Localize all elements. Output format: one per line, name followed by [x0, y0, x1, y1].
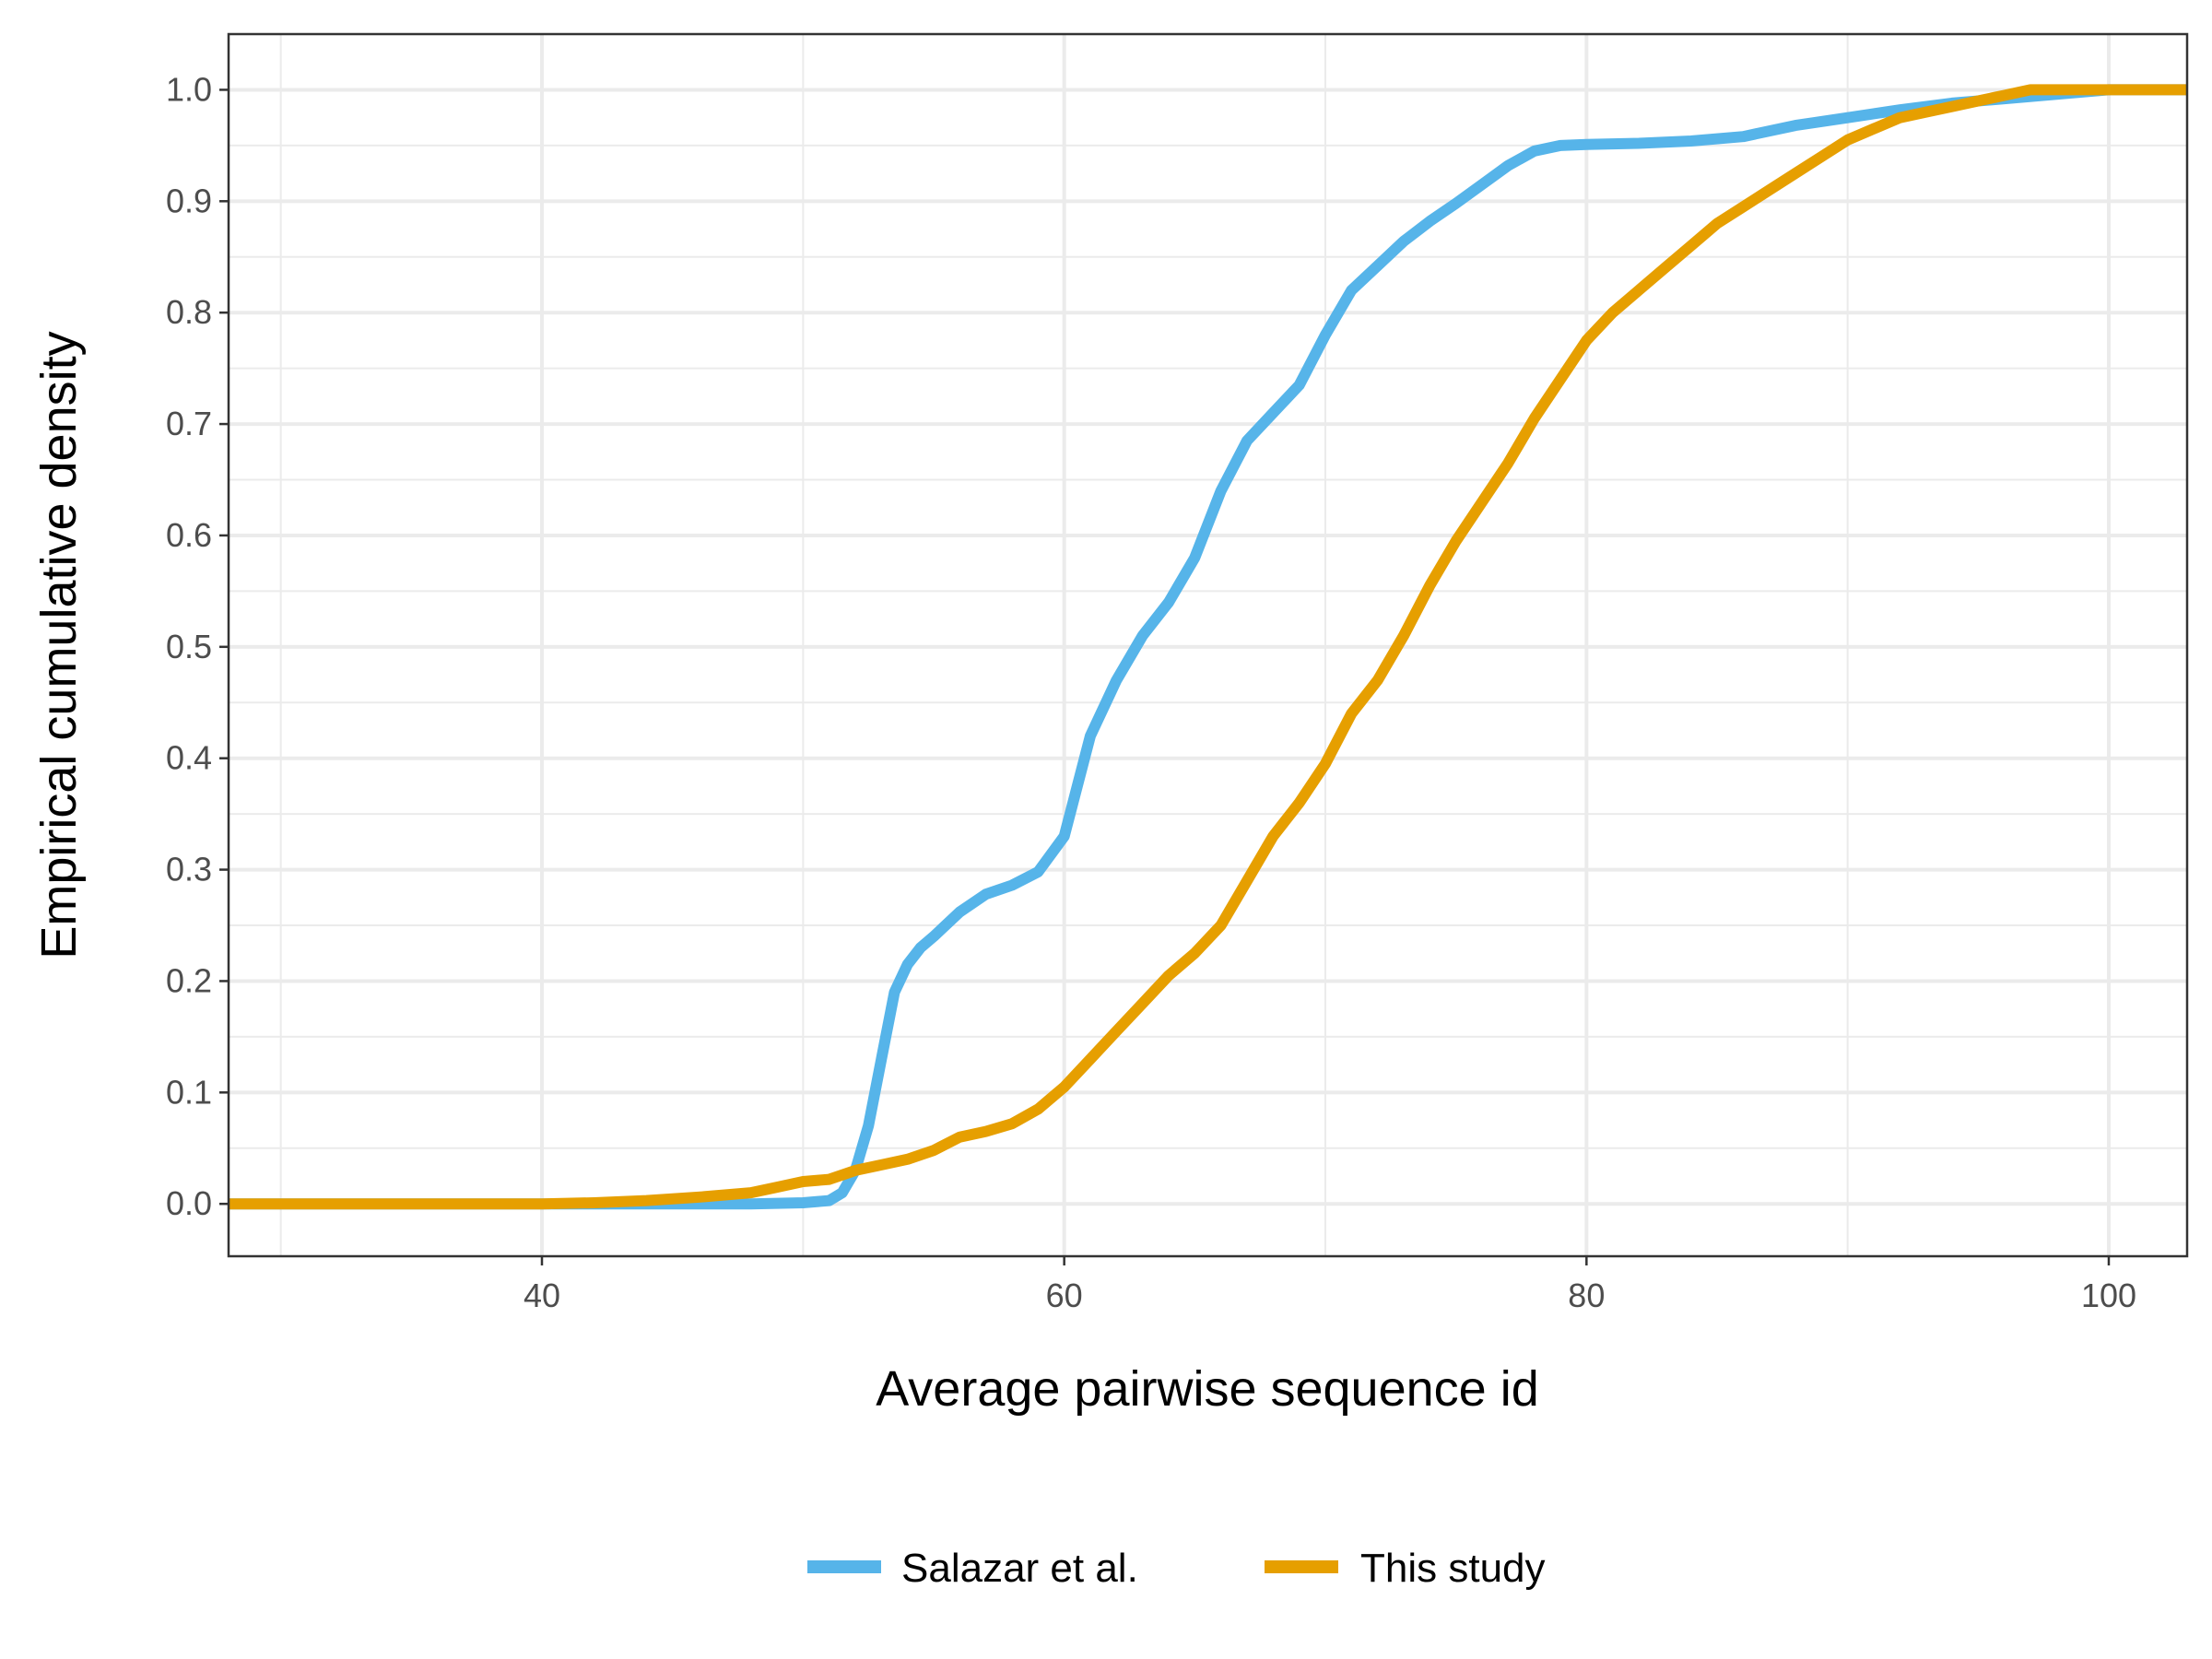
- y-tick-label: 0.2: [166, 961, 212, 999]
- x-tick-label: 60: [1046, 1277, 1083, 1314]
- y-tick-label: 0.7: [166, 405, 212, 442]
- panel-border: [227, 32, 2189, 1258]
- y-tick-label: 0.3: [166, 851, 212, 888]
- series-line-this-study: [229, 84, 2187, 1210]
- legend-label-this-study: This study: [1360, 1546, 1546, 1591]
- legend-label-salazar: Salazar et al.: [901, 1546, 1138, 1591]
- series-lines: [229, 84, 2187, 1210]
- y-tick-label: 1.0: [166, 70, 212, 108]
- x-tick-label: 100: [2081, 1277, 2136, 1314]
- grid-major: [229, 34, 2187, 1256]
- y-axis-title: Empirical cumulative density: [31, 331, 87, 959]
- y-tick-label: 0.4: [166, 739, 212, 777]
- y-tick-label: 0.1: [166, 1073, 212, 1111]
- x-tick-label: 80: [1568, 1277, 1605, 1314]
- x-axis-title: Average pairwise sequence id: [876, 1361, 1538, 1417]
- series-line-salazar: [229, 84, 2187, 1210]
- y-tick-label: 0.5: [166, 628, 212, 665]
- x-axis-ticks: 40 60 80 100: [524, 1256, 2136, 1314]
- x-tick-label: 40: [524, 1277, 560, 1314]
- y-axis-ticks: 0.0 0.1 0.2 0.3 0.4 0.5 0.6 0.7 0.8 0.9 1.0: [166, 70, 229, 1222]
- y-tick-label: 0.0: [166, 1184, 212, 1222]
- legend: Salazar et al. This study: [807, 1546, 1546, 1591]
- y-tick-label: 0.6: [166, 516, 212, 554]
- y-tick-label: 0.9: [166, 182, 212, 219]
- y-tick-label: 0.8: [166, 293, 212, 331]
